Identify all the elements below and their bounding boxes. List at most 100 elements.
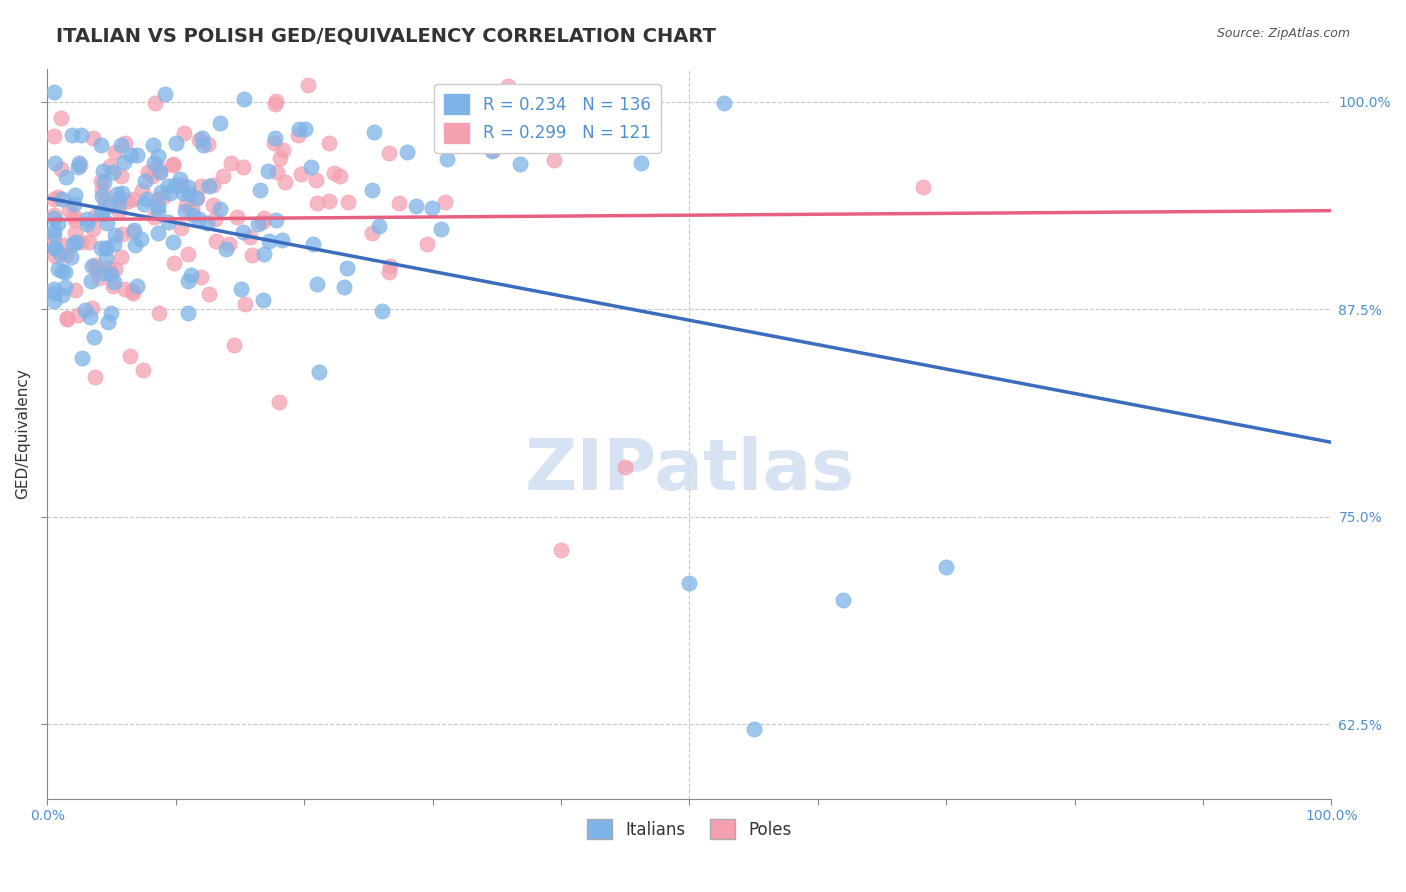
Poles: [224, 338, 246, 352]
Poles: [218, 237, 240, 252]
Poles: [69, 158, 91, 172]
Italians: [132, 197, 155, 211]
Italians: [91, 266, 114, 280]
Italians: [430, 222, 453, 236]
Italians: [371, 303, 394, 318]
Poles: [114, 282, 136, 296]
Italians: [111, 186, 134, 201]
Poles: [65, 213, 87, 227]
Poles: [202, 197, 225, 211]
Italians: [46, 216, 69, 230]
Poles: [101, 279, 124, 293]
Poles: [271, 143, 294, 157]
Italians: [305, 277, 328, 291]
Poles: [201, 178, 224, 192]
Poles: [146, 159, 169, 173]
Text: ITALIAN VS POLISH GED/EQUIVALENCY CORRELATION CHART: ITALIAN VS POLISH GED/EQUIVALENCY CORREL…: [56, 27, 716, 45]
Poles: [543, 153, 565, 168]
Poles: [131, 183, 153, 197]
Italians: [188, 212, 211, 227]
Poles: [240, 248, 263, 262]
Italians: [233, 92, 256, 106]
Poles: [329, 169, 352, 183]
Text: Source: ZipAtlas.com: Source: ZipAtlas.com: [1216, 27, 1350, 40]
Italians: [481, 144, 503, 158]
Italians: [42, 285, 65, 300]
Italians: [70, 128, 93, 142]
Poles: [120, 349, 142, 363]
Poles: [55, 311, 77, 326]
Italians: [96, 251, 118, 265]
Poles: [58, 202, 80, 217]
Italians: [98, 199, 121, 213]
Italians: [256, 164, 278, 178]
Poles: [263, 96, 285, 111]
Italians: [209, 116, 232, 130]
Poles: [46, 189, 69, 203]
Italians: [162, 235, 184, 249]
Italians: [308, 365, 330, 379]
Italians: [66, 160, 89, 174]
Italians: [405, 199, 427, 213]
Poles: [180, 201, 202, 215]
Italians: [184, 191, 207, 205]
Poles: [204, 211, 226, 226]
Italians: [436, 152, 458, 166]
Italians: [156, 215, 179, 229]
Italians: [183, 208, 205, 222]
Poles: [42, 208, 65, 222]
Poles: [263, 136, 285, 150]
Italians: [110, 137, 132, 152]
Legend: R = 0.234   N = 136, R = 0.299   N = 121: R = 0.234 N = 136, R = 0.299 N = 121: [434, 84, 661, 153]
Poles: [108, 203, 131, 218]
Poles: [162, 157, 184, 171]
Poles: [388, 195, 411, 210]
Poles: [96, 241, 118, 255]
Italians: [94, 241, 117, 255]
Y-axis label: GED/Equivalency: GED/Equivalency: [15, 368, 30, 500]
Italians: [96, 216, 118, 230]
Poles: [142, 211, 165, 225]
Poles: [98, 159, 121, 173]
Poles: [53, 238, 76, 252]
Poles: [44, 249, 66, 263]
Italians: [142, 156, 165, 170]
Italians: [360, 183, 382, 197]
Poles: [84, 258, 107, 272]
Poles: [143, 96, 166, 111]
Italians: [51, 192, 73, 206]
Italians: [193, 137, 215, 152]
Italians: [51, 287, 73, 301]
Italians: [195, 216, 218, 230]
Poles: [49, 162, 72, 177]
Italians: [53, 265, 76, 279]
Poles: [138, 164, 160, 178]
Poles: [253, 211, 276, 225]
Poles: [250, 215, 273, 229]
Italians: [301, 237, 323, 252]
Poles: [90, 174, 112, 188]
Poles: [305, 195, 328, 210]
Italians: [44, 241, 66, 255]
Italians: [44, 282, 66, 296]
Poles: [290, 167, 312, 181]
Italians: [149, 165, 172, 179]
Italians: [153, 87, 176, 101]
Italians: [60, 128, 83, 142]
Poles: [211, 169, 233, 184]
Italians: [108, 196, 131, 211]
Italians: [76, 211, 98, 226]
Italians: [76, 217, 98, 231]
Italians: [165, 136, 187, 150]
Poles: [226, 210, 249, 224]
Poles: [62, 209, 84, 223]
Poles: [148, 306, 170, 320]
Italians: [125, 148, 148, 162]
Italians: [107, 187, 129, 202]
Poles: [269, 152, 291, 166]
Italians: [191, 130, 214, 145]
Italians: [63, 187, 86, 202]
Italians: [288, 122, 311, 136]
Poles: [305, 172, 328, 186]
Italians: [80, 275, 103, 289]
